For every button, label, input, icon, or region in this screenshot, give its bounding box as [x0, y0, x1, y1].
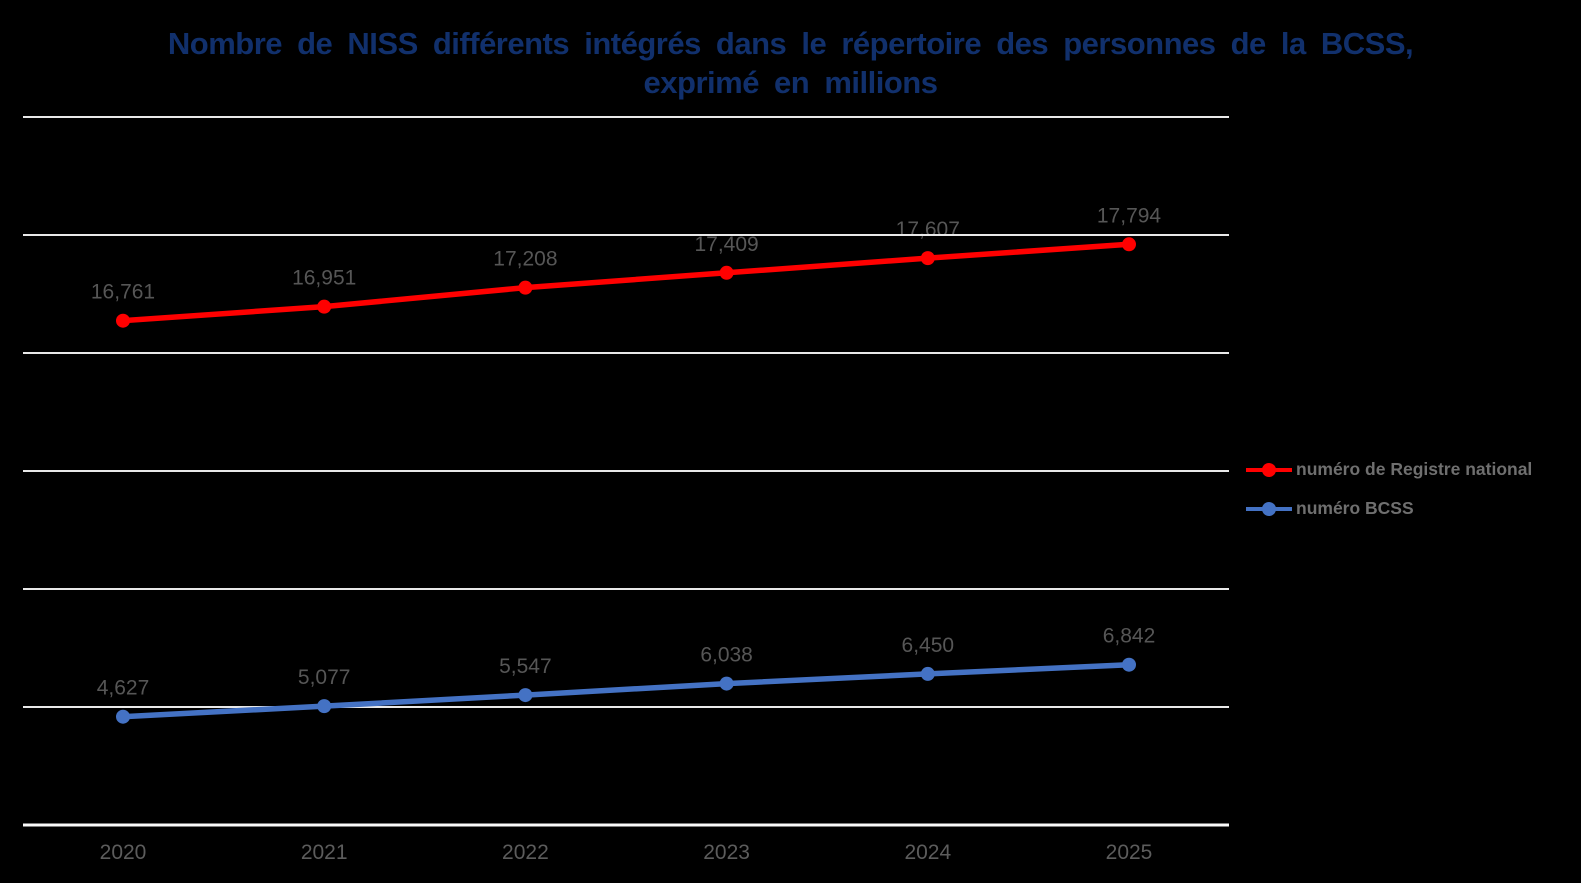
registre-national-point-2022 — [518, 280, 533, 295]
chart-title-line-1: Nombre de NISS différents intégrés dans … — [167, 26, 1414, 61]
chart-title: Nombre de NISS différents intégrés dans … — [0, 24, 1581, 102]
data-label: 17,208 — [493, 248, 557, 271]
x-axis-labels-layer: 2020 2021 2022 2023 2024 2025 — [100, 841, 1153, 864]
bcss-series-marker-icon — [1246, 501, 1292, 516]
registre-national-point-2024 — [920, 251, 935, 266]
bcss-point-2021 — [317, 699, 332, 714]
registre-national-point-2025 — [1122, 237, 1136, 252]
data-label: 16,951 — [292, 267, 356, 290]
x-axis-label-2023: 2023 — [703, 841, 750, 864]
data-label: 17,794 — [1097, 204, 1162, 227]
gridlines-layer — [23, 116, 1229, 827]
registre-national-point-2020 — [116, 313, 130, 328]
x-axis-label-2025: 2025 — [1106, 841, 1153, 864]
registre-national-series-marker-icon — [1246, 462, 1292, 477]
registre-national-point-2021 — [317, 299, 332, 314]
bcss-point-2024 — [920, 666, 935, 681]
data-label: 5,547 — [499, 655, 552, 678]
x-axis-label-2021: 2021 — [301, 841, 348, 864]
bcss-series — [116, 657, 1136, 724]
data-label: 6,450 — [902, 634, 955, 657]
bcss-point-2025 — [1122, 657, 1136, 672]
registre-national-series — [116, 237, 1136, 328]
bcss-line — [120, 661, 1132, 720]
registre-national-point-2023 — [719, 265, 734, 280]
data-label: 16,761 — [91, 281, 155, 304]
data-label: 6,842 — [1103, 625, 1156, 648]
x-axis-label-2024: 2024 — [904, 841, 951, 864]
data-label: 17,409 — [694, 233, 758, 256]
legend-label-bcss: numéro BCSS — [1296, 498, 1414, 518]
data-label: 17,607 — [896, 218, 960, 241]
x-axis-label-2020: 2020 — [100, 841, 147, 864]
registre-national-line — [120, 241, 1132, 324]
chart-legend: numéro de Registre national numéro BCSS — [1246, 450, 1532, 528]
x-axis-label-2022: 2022 — [502, 841, 549, 864]
legend-item-registre-national: numéro de Registre national — [1246, 450, 1532, 489]
data-label: 5,077 — [298, 666, 351, 689]
bcss-point-2023 — [719, 676, 734, 691]
bcss-point-2020 — [116, 709, 130, 724]
bcss-point-2022 — [518, 688, 533, 703]
data-label: 4,627 — [97, 677, 150, 700]
data-label: 6,038 — [700, 644, 753, 667]
chart-title-line-2: exprimé en millions — [643, 65, 938, 100]
legend-label-registre-national: numéro de Registre national — [1296, 459, 1533, 479]
legend-item-bcss: numéro BCSS — [1246, 489, 1532, 528]
